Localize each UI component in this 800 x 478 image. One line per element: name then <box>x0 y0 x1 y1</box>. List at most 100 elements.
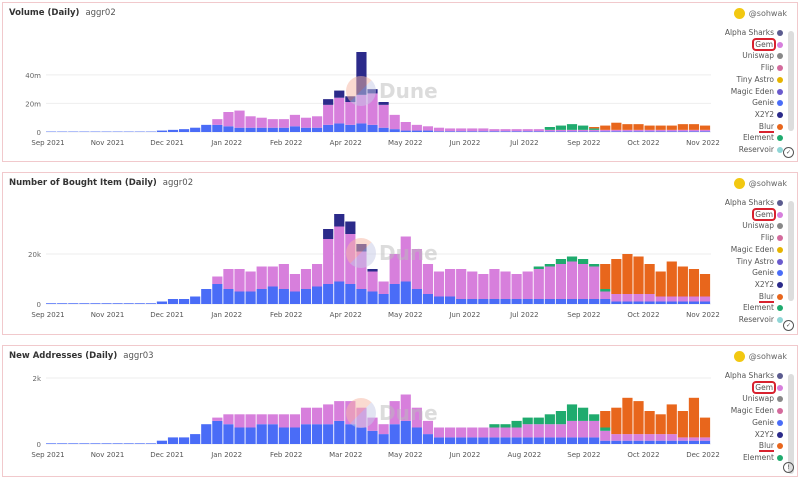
legend-item[interactable]: Element <box>725 452 783 464</box>
legend-item[interactable]: Tiny Astro <box>725 256 783 268</box>
legend-item[interactable]: Element <box>725 132 783 144</box>
info-icon[interactable]: ! <box>783 462 794 473</box>
bar-genie <box>256 424 267 444</box>
bar-blur <box>644 264 655 294</box>
bar-genie <box>212 124 223 132</box>
bar-genie <box>433 296 445 304</box>
bar-genie <box>655 440 666 444</box>
bar-genie <box>289 126 301 132</box>
legend-item[interactable]: Blur <box>725 291 783 303</box>
chart-panel-new-addresses: 0 2k Sep 2021 Nov 2021 Dec 2021 Jan 2022 Feb 2… <box>2 345 798 477</box>
x-tick-label: Jan 2022 <box>210 451 242 459</box>
bar-genie <box>578 299 589 304</box>
legend-item[interactable]: Element <box>725 302 783 314</box>
legend-scrollbar[interactable] <box>788 374 794 474</box>
bar-element <box>533 266 544 269</box>
bar-genie <box>533 299 544 304</box>
bar-genie <box>688 301 700 304</box>
legend-item[interactable]: Blur <box>725 121 783 133</box>
legend-item[interactable]: Uniswap <box>725 393 783 405</box>
bar-gem <box>578 129 589 132</box>
bar-element <box>566 124 578 130</box>
legend-scrollbar[interactable] <box>788 201 794 301</box>
legend-item[interactable]: Uniswap <box>725 50 783 62</box>
bar-gem <box>600 430 611 441</box>
bar-genie <box>289 427 301 444</box>
bar-genie <box>323 124 334 132</box>
bar-genie <box>312 286 323 304</box>
bar-element <box>489 424 500 428</box>
legend-item[interactable]: Gem <box>725 37 783 51</box>
bar-genie <box>190 127 201 132</box>
author-link[interactable]: @sohwak <box>733 351 787 362</box>
bar-genie <box>578 131 589 132</box>
legend-item[interactable]: Reservoir <box>725 144 783 156</box>
chart-panel-bought-items: 0 20k Sep 2021 Nov 2021 Dec 2021 Jan 2022 Feb … <box>2 172 798 335</box>
bar-genie <box>167 129 179 132</box>
legend-label: Genie <box>752 268 774 278</box>
bar-genie <box>622 131 633 132</box>
legend-dot <box>777 65 783 72</box>
check-icon[interactable]: ✓ <box>783 320 794 331</box>
author-link[interactable]: @sohwak <box>733 178 787 189</box>
legend-item[interactable]: Alpha Sharks <box>725 27 783 39</box>
bar-genie <box>356 427 367 444</box>
bar-gem <box>212 119 223 125</box>
chart-title: Volume (Daily) aggr02 <box>9 8 116 18</box>
legend-item[interactable]: X2Y2 <box>725 109 783 121</box>
legend-item[interactable]: Genie <box>725 417 783 429</box>
legend-item[interactable]: Magic Eden <box>725 86 783 98</box>
bar-genie <box>267 424 278 444</box>
bar-blur <box>677 411 688 438</box>
legend-item[interactable]: X2Y2 <box>725 279 783 291</box>
legend-item[interactable]: Genie <box>725 267 783 279</box>
legend-item[interactable]: Uniswap <box>725 220 783 232</box>
legend-item[interactable]: Alpha Sharks <box>725 370 783 382</box>
legend-item[interactable]: Genie <box>725 97 783 109</box>
legend-item[interactable]: X2Y2 <box>725 429 783 441</box>
bar-gem <box>688 129 700 132</box>
x-tick-label: Nov 2021 <box>91 311 125 319</box>
legend-item[interactable]: Magic Eden <box>725 405 783 417</box>
author-link[interactable]: @sohwak <box>733 8 787 19</box>
legend-item[interactable]: Flip <box>725 232 783 244</box>
legend-item[interactable]: Gem <box>725 207 783 221</box>
x-tick-label: Feb 2022 <box>270 311 302 319</box>
bar-gem <box>566 129 578 132</box>
author-name: @sohwak <box>748 179 787 188</box>
legend-item[interactable]: Blur <box>725 440 783 453</box>
bar-gem <box>688 437 700 441</box>
legend-dot <box>777 281 783 288</box>
legend-item[interactable]: Reservoir <box>725 314 783 326</box>
bar-gem <box>445 427 456 438</box>
legend-label: Blur <box>758 441 774 453</box>
bar-gem <box>522 424 533 438</box>
legend-scrollbar[interactable] <box>788 31 794 131</box>
bar-gem <box>389 114 400 130</box>
bar-gem <box>312 116 323 128</box>
check-icon[interactable]: ✓ <box>783 147 794 158</box>
bar-blur <box>644 125 655 130</box>
x-tick-label: Sep 2021 <box>31 139 64 147</box>
legend-item[interactable]: Gem <box>725 380 783 394</box>
bar-gem <box>633 294 644 302</box>
x-tick-label: Apr 2022 <box>330 139 362 147</box>
bar-x2y2 <box>323 229 334 239</box>
avatar <box>733 8 745 19</box>
bar-gem <box>677 129 688 132</box>
bar-genie <box>156 130 168 132</box>
bar-gem <box>445 128 456 132</box>
bar-gem <box>234 414 245 428</box>
x-tick-label: May 2022 <box>388 311 423 319</box>
legend-label: Element <box>742 452 774 462</box>
bar-genie <box>101 443 112 444</box>
legend-item[interactable]: Alpha Sharks <box>725 197 783 209</box>
legend-label: Magic Eden <box>730 406 774 416</box>
bar-element <box>500 424 511 428</box>
bar-genie <box>123 443 134 444</box>
legend-item[interactable]: Flip <box>725 62 783 74</box>
bar-blur <box>600 411 611 428</box>
legend-item[interactable]: Tiny Astro <box>725 74 783 86</box>
bar-gem <box>578 420 589 438</box>
legend-item[interactable]: Magic Eden <box>725 244 783 256</box>
